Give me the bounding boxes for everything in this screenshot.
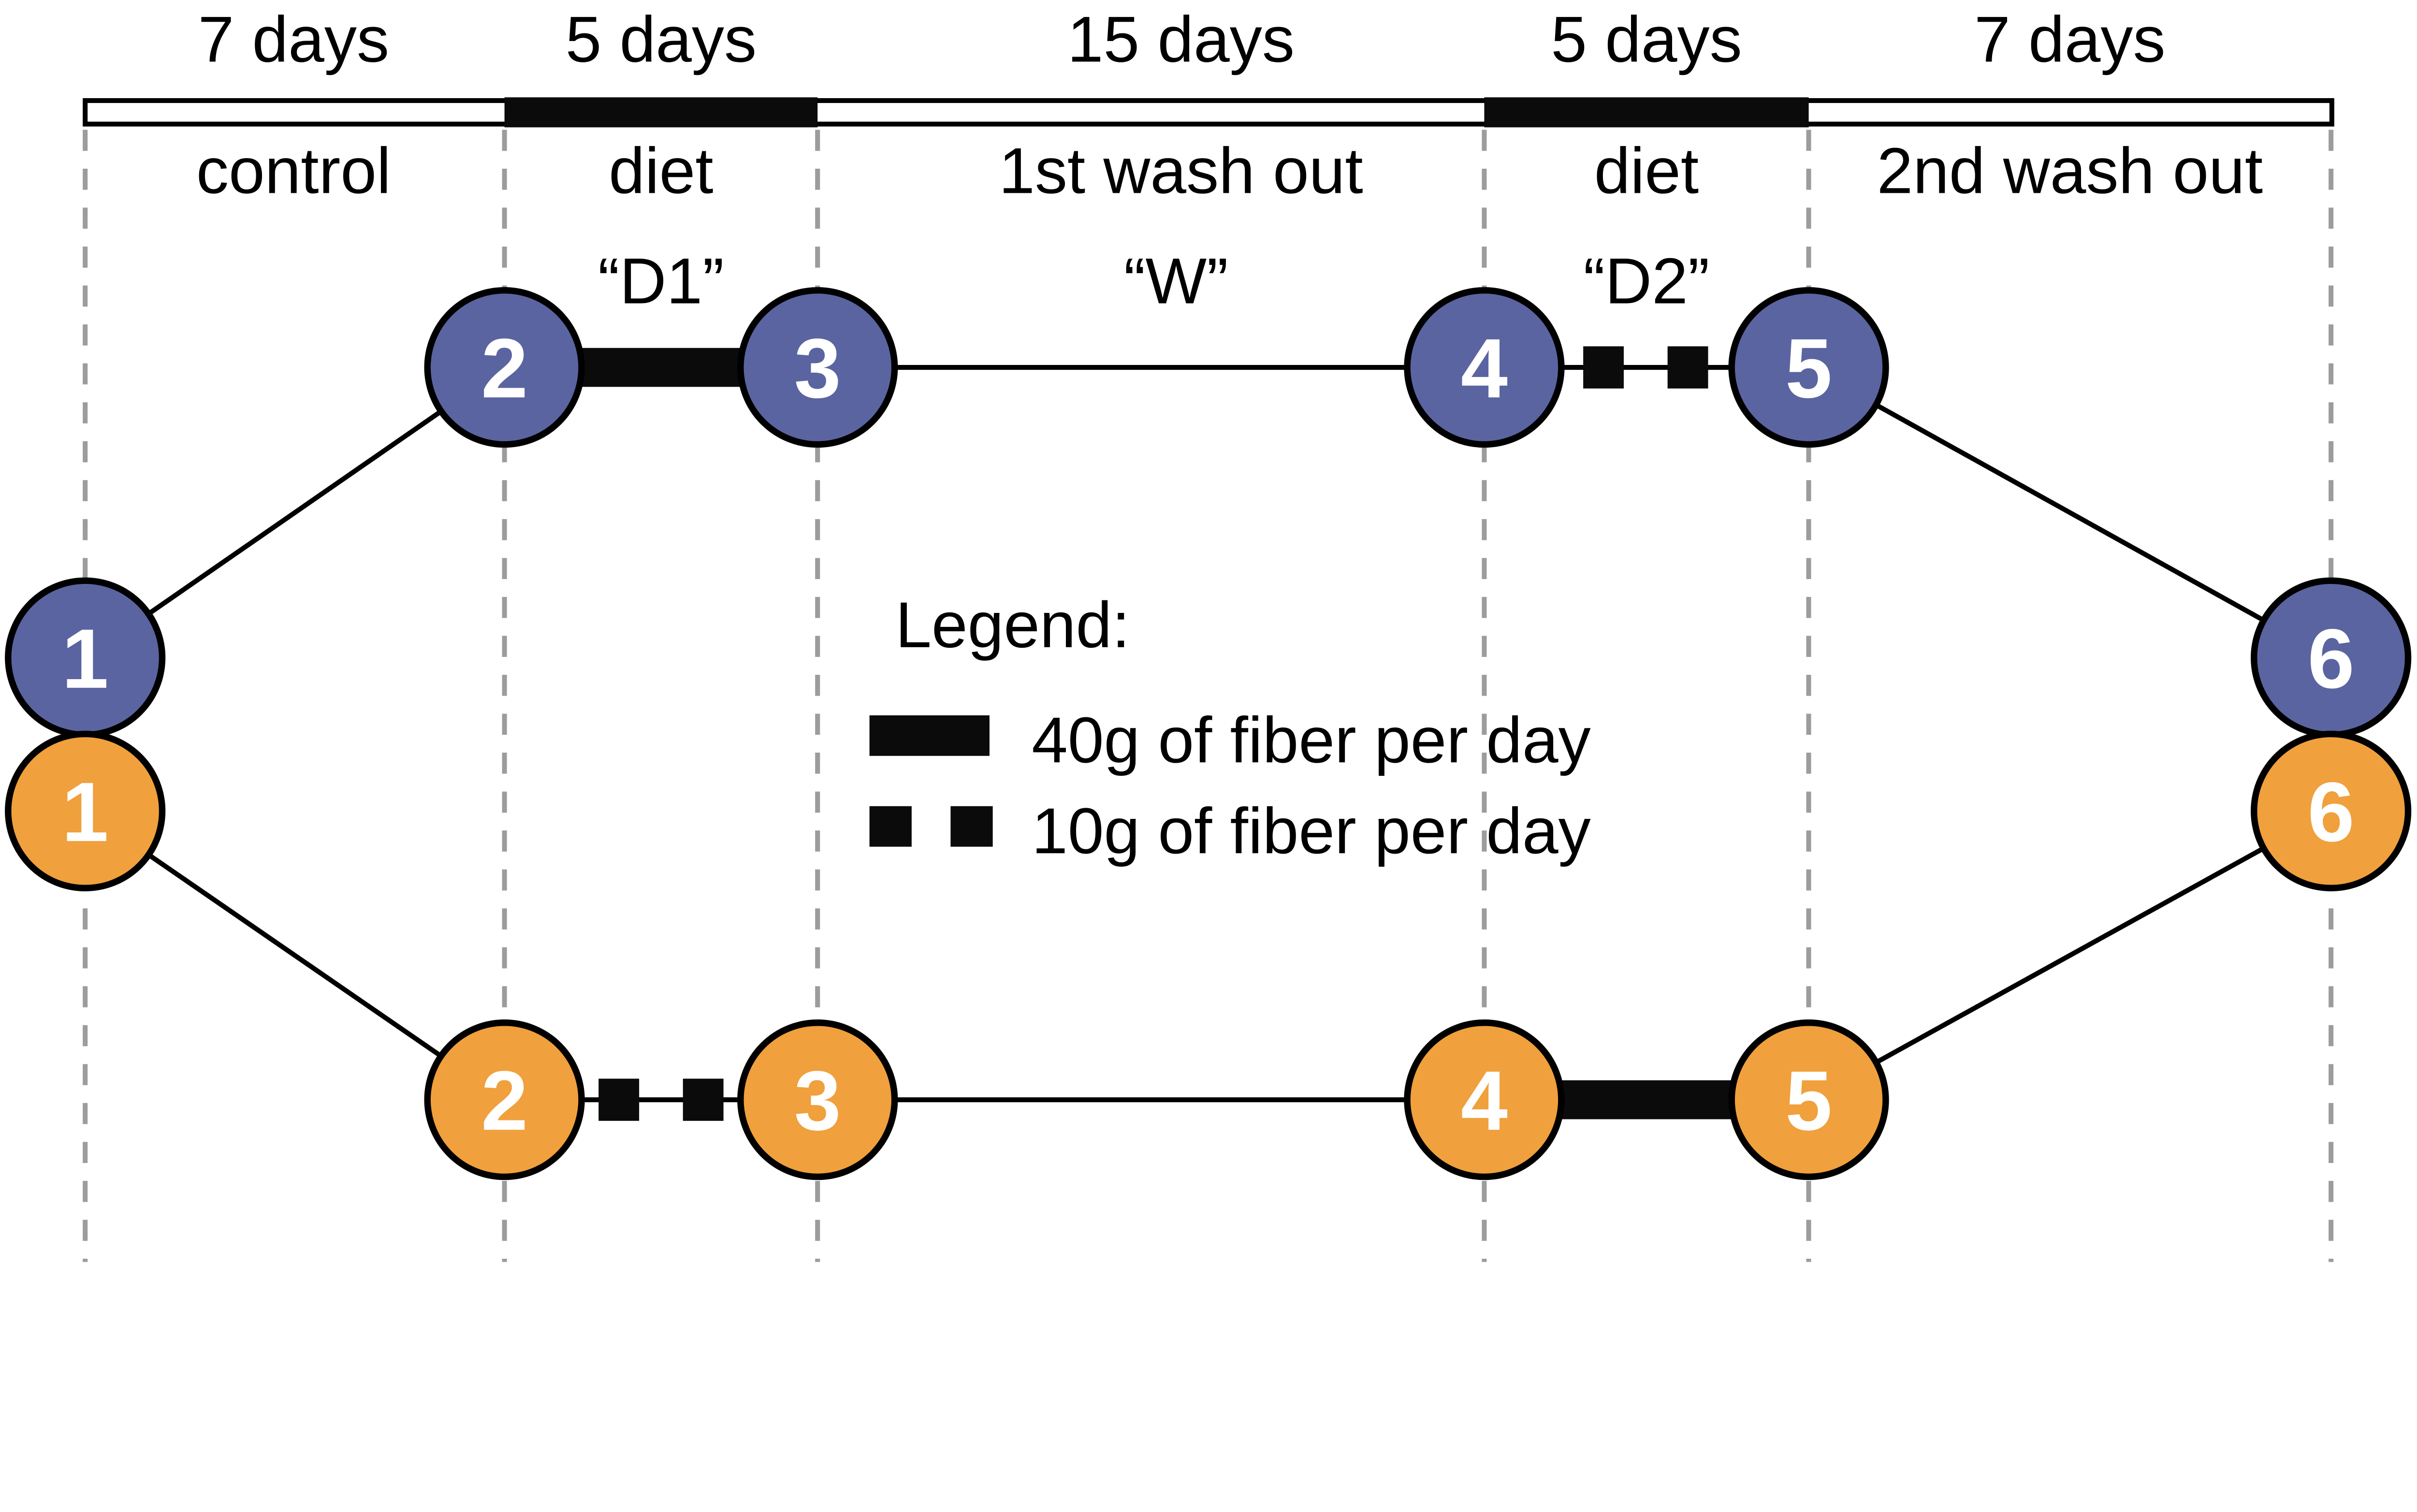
orange-node-5 bbox=[1728, 1019, 1889, 1180]
code-label-w: “W” bbox=[1124, 245, 1228, 318]
orange-10g-square-1 bbox=[598, 1078, 640, 1121]
phase-label-control: control bbox=[196, 134, 391, 207]
phase-label-washout2: 2nd wash out bbox=[1877, 134, 2263, 207]
orange-node-1-number: 1 bbox=[62, 765, 109, 859]
timeline-bar-track bbox=[83, 98, 2334, 127]
orange-connector-5-6 bbox=[1807, 809, 2332, 1102]
blue-connector-5-6 bbox=[1807, 365, 2332, 660]
timeline-bar bbox=[83, 97, 2334, 128]
crossover-study-design-diagram: 7 days 5 days 15 days 5 days 7 days cont… bbox=[5, 3, 2412, 1262]
interval-code-labels: “D1” “W” “D2” bbox=[598, 245, 1710, 318]
orange-connector-1-2 bbox=[84, 809, 506, 1102]
orange-node-2-number: 2 bbox=[481, 1053, 528, 1148]
duration-label-washout1: 15 days bbox=[1067, 3, 1295, 76]
code-label-d2: “D2” bbox=[1584, 245, 1710, 318]
arm-orange: 1 2 3 4 5 6 bbox=[5, 730, 2412, 1180]
orange-node-4 bbox=[1404, 1019, 1565, 1180]
arm-blue: 1 2 3 4 5 6 bbox=[5, 287, 2412, 738]
duration-label-control: 7 days bbox=[198, 3, 389, 76]
orange-node-1 bbox=[5, 730, 166, 891]
duration-label-washout2: 7 days bbox=[1974, 3, 2165, 76]
timeline-diet2-filled-segment bbox=[1484, 97, 1809, 128]
blue-node-2 bbox=[424, 287, 585, 448]
orange-node-3-number: 3 bbox=[794, 1053, 841, 1148]
blue-node-3-number: 3 bbox=[794, 321, 841, 415]
orange-node-5-number: 5 bbox=[1785, 1053, 1832, 1148]
legend-square-swatch-1 bbox=[869, 806, 912, 847]
blue-10g-square-2 bbox=[1667, 346, 1708, 389]
orange-node-3 bbox=[737, 1019, 898, 1180]
phase-label-diet2: diet bbox=[1594, 134, 1699, 207]
orange-node-numbers: 1 2 3 4 5 6 bbox=[62, 765, 2355, 1148]
blue-10g-square-1 bbox=[1583, 346, 1624, 389]
blue-connector-1-2 bbox=[84, 365, 506, 660]
timeline-diet1-filled-segment bbox=[504, 97, 818, 128]
phase-label-diet1: diet bbox=[609, 134, 713, 207]
code-label-d1: “D1” bbox=[598, 245, 724, 318]
blue-node-numbers: 1 2 3 4 5 6 bbox=[62, 321, 2355, 706]
legend-thick-bar-swatch bbox=[869, 715, 990, 756]
blue-node-4 bbox=[1404, 287, 1565, 448]
duration-labels: 7 days 5 days 15 days 5 days 7 days bbox=[198, 3, 2166, 76]
legend: Legend: 40g of fiber per day 10g of fibe… bbox=[869, 589, 1591, 867]
legend-item-40g-label: 40g of fiber per day bbox=[1032, 704, 1591, 776]
blue-node-1-number: 1 bbox=[62, 611, 109, 706]
orange-10g-square-2 bbox=[683, 1078, 724, 1121]
legend-square-swatch-2 bbox=[950, 806, 993, 847]
orange-node-2 bbox=[424, 1019, 585, 1180]
blue-node-2-number: 2 bbox=[481, 321, 528, 415]
phase-label-washout1: 1st wash out bbox=[999, 134, 1363, 207]
blue-node-3 bbox=[737, 287, 898, 448]
blue-node-6-number: 6 bbox=[2308, 611, 2355, 706]
blue-node-5 bbox=[1728, 287, 1889, 448]
orange-node-6 bbox=[2251, 730, 2412, 891]
legend-title: Legend: bbox=[895, 589, 1130, 661]
phase-labels: control diet 1st wash out diet 2nd wash … bbox=[196, 134, 2263, 207]
orange-node-4-number: 4 bbox=[1461, 1053, 1508, 1148]
blue-node-4-number: 4 bbox=[1461, 321, 1508, 415]
orange-node-6-number: 6 bbox=[2308, 765, 2355, 859]
duration-label-diet2: 5 days bbox=[1551, 3, 1742, 76]
legend-item-10g-label: 10g of fiber per day bbox=[1032, 795, 1591, 867]
blue-node-5-number: 5 bbox=[1785, 321, 1832, 415]
duration-label-diet1: 5 days bbox=[566, 3, 757, 76]
